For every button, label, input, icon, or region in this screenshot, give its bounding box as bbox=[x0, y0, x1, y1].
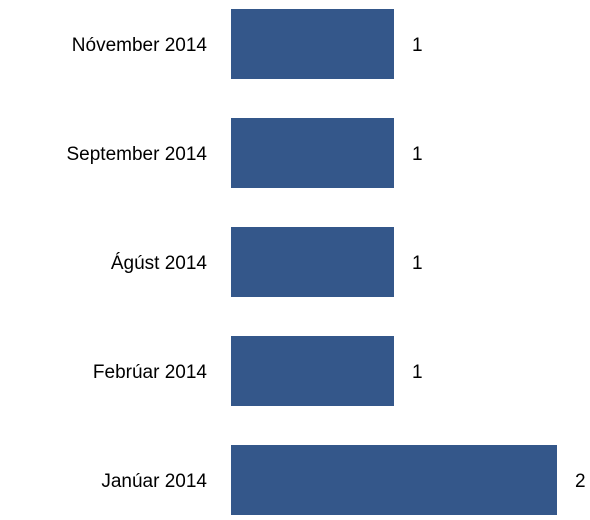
category-label: Febrúar 2014 bbox=[93, 362, 208, 383]
bar bbox=[231, 445, 557, 515]
value-label: 1 bbox=[412, 253, 423, 274]
value-label: 1 bbox=[412, 362, 423, 383]
category-label: Ágúst 2014 bbox=[111, 253, 208, 274]
value-label: 1 bbox=[412, 35, 423, 56]
bar bbox=[231, 118, 394, 188]
value-label: 1 bbox=[412, 144, 423, 165]
category-label: Nóvember 2014 bbox=[72, 35, 208, 56]
category-label: Janúar 2014 bbox=[101, 471, 207, 492]
bar bbox=[231, 227, 394, 297]
bar bbox=[231, 336, 394, 406]
value-label: 2 bbox=[575, 471, 586, 492]
category-label: September 2014 bbox=[67, 144, 208, 165]
bar bbox=[231, 9, 394, 79]
